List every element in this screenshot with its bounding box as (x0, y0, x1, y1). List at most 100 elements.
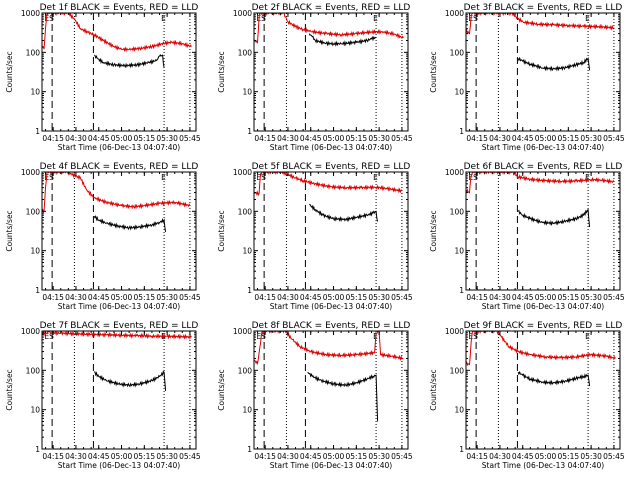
x-tick-label: 05:15 (346, 134, 368, 143)
y-tick-label: 1 (35, 127, 40, 136)
y-tick-label: 1 (247, 445, 252, 454)
x-tick-label: 04:45 (88, 452, 110, 461)
x-axis-label: Start Time (06-Dec-13 04:07:40) (270, 461, 392, 470)
y-tick-label: 1000 (21, 327, 40, 336)
x-tick-label: 05:00 (111, 452, 133, 461)
x-tick-label: 04:15 (254, 134, 276, 143)
plot-frame (41, 171, 197, 291)
y-tick-label: 10 (242, 88, 252, 97)
panel-title: Det 1f BLACK = Events, RED = LLD (40, 3, 199, 13)
x-tick-label: 05:00 (535, 293, 557, 302)
y-tick-label: 100 (26, 366, 41, 375)
marker-label: S (473, 173, 478, 182)
x-tick-label: 04:45 (88, 134, 110, 143)
y-axis-label: Counts/sec (5, 369, 14, 410)
plot-frame (465, 330, 621, 450)
y-tick-label: 100 (238, 48, 253, 57)
x-tick-label: 05:45 (179, 452, 201, 461)
y-axis-label: Counts/sec (429, 210, 438, 251)
events-series-line (517, 370, 591, 387)
x-tick-label: 05:30 (580, 134, 602, 143)
x-axis-label: Start Time (06-Dec-13 04:07:40) (482, 302, 604, 311)
plot-frame (253, 171, 409, 291)
panel-title: Det 8f BLACK = Events, RED = LLD (252, 321, 411, 331)
lld-series-line (254, 13, 404, 45)
marker-label: S (49, 173, 54, 182)
y-tick-label: 100 (450, 207, 465, 216)
panel-title: Det 5f BLACK = Events, RED = LLD (252, 162, 411, 172)
lld-series-line (42, 331, 192, 341)
x-tick-label: 05:45 (603, 134, 625, 143)
x-tick-label: 04:30 (489, 134, 511, 143)
x-tick-label: 05:15 (346, 293, 368, 302)
y-axis-label: Counts/sec (429, 369, 438, 410)
x-tick-label: 05:15 (134, 134, 156, 143)
x-tick-label: 04:15 (466, 452, 488, 461)
panel-title: Det 9f BLACK = Events, RED = LLD (464, 321, 623, 331)
events-series-line (308, 33, 377, 47)
y-tick-label: 1 (459, 127, 464, 136)
x-tick-label: 05:15 (134, 452, 156, 461)
y-tick-label: 1 (459, 445, 464, 454)
lld-series-line (254, 331, 404, 366)
y-tick-label: 10 (242, 406, 252, 415)
events-series-line (309, 203, 379, 223)
x-axis-label: Start Time (06-Dec-13 04:07:40) (58, 302, 180, 311)
lld-series-line (42, 172, 191, 214)
lld-series-line (254, 172, 403, 197)
events-series-line (94, 53, 165, 69)
y-tick-label: 10 (30, 88, 40, 97)
x-tick-label: 04:15 (254, 293, 276, 302)
marker-label: S (261, 332, 266, 341)
x-tick-label: 05:00 (111, 293, 133, 302)
plot-frame (41, 330, 197, 450)
x-tick-label: 04:30 (489, 293, 511, 302)
y-tick-label: 1000 (233, 327, 252, 336)
x-tick-label: 05:45 (603, 293, 625, 302)
marker-label: E (161, 173, 166, 182)
panel-title: Det 3f BLACK = Events, RED = LLD (464, 3, 623, 13)
y-tick-label: 100 (238, 366, 253, 375)
x-tick-label: 04:45 (512, 134, 534, 143)
marker-label: E (161, 14, 166, 23)
x-tick-label: 05:45 (391, 293, 413, 302)
marker-label: S (473, 332, 478, 341)
y-tick-label: 10 (454, 247, 464, 256)
plot-frame (253, 12, 409, 132)
x-tick-label: 04:45 (300, 452, 322, 461)
x-tick-label: 04:45 (512, 293, 534, 302)
events-series-line (517, 208, 591, 228)
x-tick-label: 04:45 (512, 452, 534, 461)
y-tick-label: 100 (238, 207, 253, 216)
y-tick-label: 10 (30, 406, 40, 415)
x-tick-label: 04:30 (277, 134, 299, 143)
x-tick-label: 04:15 (254, 452, 276, 461)
marker-label: E (585, 173, 590, 182)
plot-frame (253, 330, 409, 450)
y-tick-label: 1000 (445, 9, 464, 18)
marker-label: S (261, 173, 266, 182)
events-series-line (94, 370, 167, 391)
y-tick-label: 1000 (21, 9, 40, 18)
y-tick-label: 100 (26, 48, 41, 57)
x-tick-label: 04:15 (42, 452, 64, 461)
x-tick-label: 05:00 (535, 452, 557, 461)
marker-label: E (585, 14, 590, 23)
y-tick-label: 1000 (445, 168, 464, 177)
events-series-line (307, 371, 379, 422)
y-axis-label: Counts/sec (5, 51, 14, 92)
x-tick-label: 05:45 (179, 293, 201, 302)
x-tick-label: 05:45 (603, 452, 625, 461)
x-tick-label: 04:15 (42, 134, 64, 143)
x-tick-label: 05:00 (111, 134, 133, 143)
x-tick-label: 04:30 (65, 134, 87, 143)
y-tick-label: 1000 (445, 327, 464, 336)
y-axis-label: Counts/sec (217, 369, 226, 410)
y-tick-label: 1000 (233, 9, 252, 18)
